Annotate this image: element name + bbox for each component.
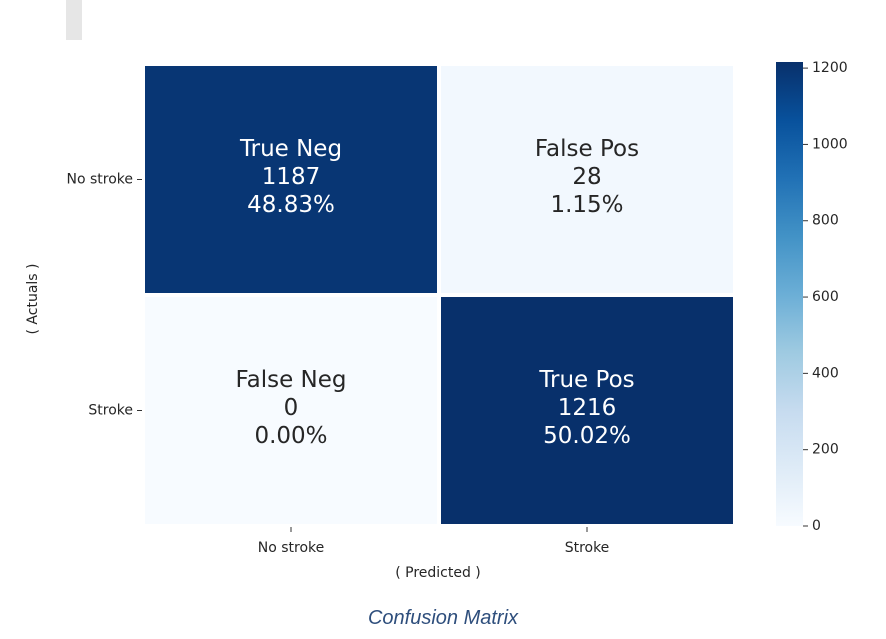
colorbar-tick-label: 1000 (812, 136, 848, 152)
colorbar: 0 200 400 600 800 1000 1200 (776, 60, 848, 534)
colorbar-tick-label: 200 (812, 442, 839, 458)
colorbar-tick-label: 400 (812, 365, 839, 381)
heatmap-cell-rect (441, 297, 733, 524)
axis-ticks: No stroke Stroke No stroke Stroke (66, 172, 609, 557)
cell-value: 1187 (262, 164, 321, 190)
colorbar-gradient (776, 62, 803, 526)
cell-value: 0 (284, 395, 299, 421)
cell-label: False Neg (235, 367, 346, 393)
colorbar-tick-label: 1200 (812, 60, 848, 76)
cell-value: 28 (572, 164, 601, 190)
colorbar-tick-label: 0 (812, 518, 821, 534)
y-axis-label: ( Actuals ) (25, 264, 41, 335)
cell-label: True Pos (538, 367, 634, 393)
cell-percent: 48.83% (247, 192, 335, 218)
x-tick-label: Stroke (565, 540, 610, 556)
cell-label: False Pos (535, 136, 639, 162)
heatmap-cell-rect (145, 66, 437, 293)
colorbar-tick-label: 600 (812, 289, 839, 305)
x-tick-label: No stroke (258, 540, 325, 556)
decorative-gray-bar (66, 0, 82, 40)
heatmap-cell-rect (441, 66, 733, 293)
cell-percent: 0.00% (254, 423, 327, 449)
cell-value: 1216 (558, 395, 617, 421)
cell-label: True Neg (239, 136, 342, 162)
heatmap-cell-rect (145, 297, 437, 524)
cell-percent: 50.02% (543, 423, 631, 449)
cell-percent: 1.15% (550, 192, 623, 218)
y-tick-label: Stroke (88, 403, 133, 419)
x-axis-label: ( Predicted ) (395, 565, 481, 581)
colorbar-tick-label: 800 (812, 213, 839, 229)
figure-caption: Confusion Matrix (367, 607, 519, 629)
y-tick-label: No stroke (66, 172, 133, 188)
